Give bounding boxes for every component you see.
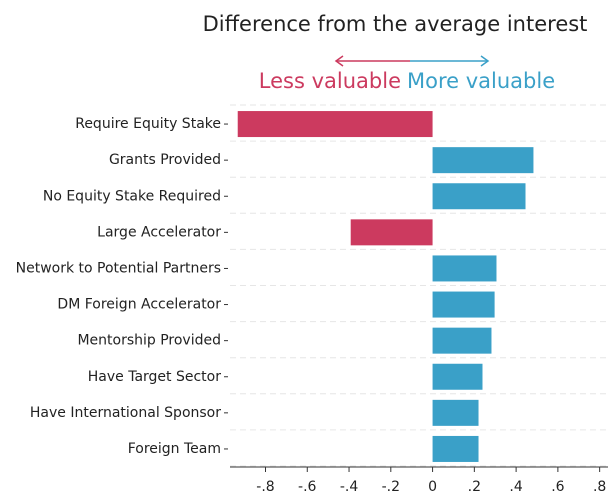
x-tick-label: .4 xyxy=(509,479,522,492)
bar xyxy=(432,147,534,174)
bar xyxy=(432,183,526,210)
bar xyxy=(432,327,492,354)
arrow-left-head xyxy=(334,55,344,67)
bar xyxy=(350,219,433,246)
arrow-right-head xyxy=(480,55,490,67)
x-tick-label: .2 xyxy=(468,479,481,492)
y-tick-label: Have Target Sector xyxy=(88,369,221,385)
x-tick-label: 0 xyxy=(428,479,437,492)
bar xyxy=(432,363,483,390)
annotation-negative: Less valuable xyxy=(259,69,401,93)
bar xyxy=(432,435,479,462)
y-tick-label: Large Accelerator xyxy=(97,224,221,240)
bar xyxy=(432,399,479,426)
x-tick-label: -.6 xyxy=(298,479,317,492)
y-tick-label: Foreign Team xyxy=(128,441,221,457)
y-tick-label: Have International Sponsor xyxy=(30,405,221,421)
bar xyxy=(432,255,497,282)
x-tick-label: .8 xyxy=(593,479,606,492)
y-tick-label: No Equity Stake Required xyxy=(43,188,221,204)
x-tick-label: -.4 xyxy=(340,479,359,492)
annotation-positive: More valuable xyxy=(407,69,555,93)
y-tick-label: Grants Provided xyxy=(109,152,221,168)
chart-title: Difference from the average interest xyxy=(203,12,588,36)
y-tick-label: DM Foreign Accelerator xyxy=(57,297,221,313)
x-tick-label: -.8 xyxy=(256,479,274,492)
y-tick-label: Require Equity Stake xyxy=(75,116,221,132)
y-tick-label: Mentorship Provided xyxy=(77,333,221,349)
y-tick-label: Network to Potential Partners xyxy=(16,260,221,276)
x-tick-label: .6 xyxy=(551,479,564,492)
bar xyxy=(237,111,433,138)
x-tick-label: -.2 xyxy=(382,479,400,492)
bar xyxy=(432,291,495,318)
